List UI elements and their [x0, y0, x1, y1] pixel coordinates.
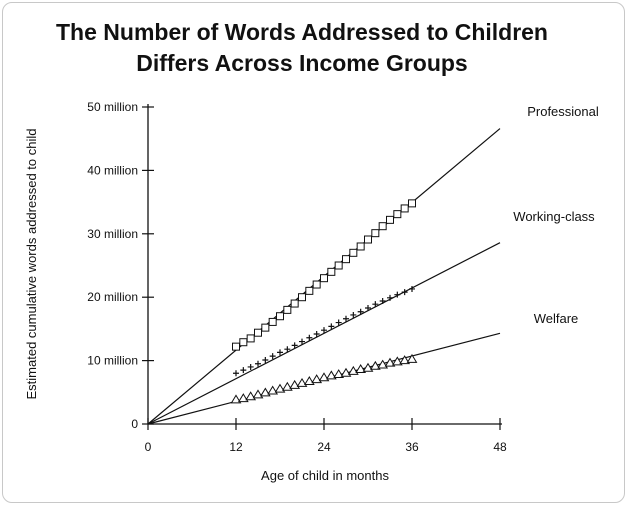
welfare-point: [318, 372, 330, 382]
professional-point: [371, 229, 380, 238]
working-class-point: [262, 356, 269, 363]
professional-point: [386, 215, 394, 224]
welfare-point: [325, 370, 337, 380]
y-tick-label: 50 million: [87, 100, 138, 114]
chart-subtitle: Differs Across Income Groups: [136, 50, 467, 76]
working-class-point: [240, 367, 247, 374]
welfare-point: [245, 391, 257, 401]
professional-point: [268, 317, 277, 326]
professional-point: [261, 323, 270, 332]
working-class-point: [313, 330, 320, 337]
professional-point: [334, 261, 343, 270]
working-class-trend-line: [147, 242, 501, 425]
working-class-point: [387, 294, 393, 301]
welfare-point: [274, 383, 286, 393]
professional-point: [408, 199, 416, 208]
welfare-point: [333, 369, 345, 379]
working-class-point: [284, 346, 291, 353]
y-axis-ticks: 0 10 million 20 million 30 million 40 millio…: [87, 100, 154, 431]
welfare-point: [230, 394, 242, 404]
professional-series-label: Professional: [527, 104, 599, 119]
welfare-point: [252, 389, 264, 399]
working-class-point: [343, 315, 349, 322]
welfare-series-label: Welfare: [534, 311, 579, 326]
working-class-series-label: Working-class: [513, 209, 595, 224]
working-class-point: [409, 285, 415, 292]
welfare-point: [406, 353, 418, 363]
working-class-point: [401, 289, 408, 296]
welfare-point: [311, 374, 323, 384]
working-class-point: [269, 353, 276, 360]
chart-frame: [2, 2, 625, 503]
professional-point: [276, 312, 284, 321]
professional-point: [298, 293, 306, 302]
professional-point: [327, 267, 336, 276]
x-tick-label: 12: [229, 440, 243, 454]
welfare-point: [237, 393, 249, 403]
working-class-point: [328, 323, 335, 330]
welfare-point: [355, 364, 367, 373]
series-labels: Professional Working-class Welfare: [513, 104, 599, 326]
welfare-point: [399, 355, 411, 365]
x-axis-ticks: 0 12 24 36 48: [145, 418, 507, 454]
data-points: [230, 199, 418, 404]
working-class-point: [255, 360, 261, 367]
welfare-point: [296, 377, 308, 387]
professional-point: [283, 305, 292, 314]
professional-point: [400, 204, 409, 213]
y-axis-label: Estimated cumulative words addressed to …: [24, 129, 39, 400]
welfare-point: [259, 387, 271, 397]
working-class-point: [306, 334, 313, 341]
y-tick-label: 20 million: [87, 290, 138, 304]
welfare-point: [289, 379, 301, 389]
working-class-point: [299, 338, 305, 345]
y-tick-label: 10 million: [87, 354, 138, 368]
welfare-point: [369, 360, 381, 370]
professional-point: [232, 342, 240, 351]
working-class-point: [335, 319, 342, 326]
professional-point: [246, 334, 255, 343]
y-tick-label: 0: [131, 417, 138, 431]
working-class-point: [372, 301, 379, 308]
professional-point: [364, 235, 372, 244]
working-class-point: [321, 327, 327, 334]
professional-point: [378, 222, 387, 231]
x-axis-label: Age of child in months: [261, 468, 389, 483]
x-tick-label: 24: [317, 440, 331, 454]
working-class-point: [247, 363, 254, 370]
working-class-point: [394, 291, 401, 298]
professional-point: [320, 274, 328, 283]
x-tick-label: 36: [405, 440, 419, 454]
professional-point: [305, 286, 314, 295]
working-class-point: [379, 298, 386, 305]
professional-point: [393, 210, 402, 219]
x-tick-label: 0: [145, 440, 152, 454]
working-class-point: [357, 308, 364, 315]
working-class-point: [291, 342, 298, 349]
welfare-point: [281, 381, 293, 391]
professional-point: [312, 280, 321, 289]
y-tick-label: 40 million: [87, 163, 138, 177]
working-class-point: [365, 304, 371, 311]
working-class-point: [277, 349, 283, 356]
chart-title: The Number of Words Addressed to Childre…: [56, 19, 548, 45]
x-tick-label: 48: [493, 440, 507, 454]
y-tick-label: 30 million: [87, 227, 138, 241]
professional-point: [356, 242, 365, 251]
professional-point: [239, 338, 248, 347]
welfare-point: [267, 385, 279, 395]
welfare-point: [384, 357, 396, 367]
welfare-point: [303, 376, 315, 386]
professional-point: [290, 299, 299, 308]
working-class-point: [350, 311, 357, 318]
welfare-point: [362, 362, 374, 372]
welfare-point: [391, 356, 403, 366]
professional-point: [254, 328, 262, 337]
working-class-point: [233, 370, 239, 377]
professional-point: [342, 255, 350, 264]
professional-point: [349, 248, 358, 257]
